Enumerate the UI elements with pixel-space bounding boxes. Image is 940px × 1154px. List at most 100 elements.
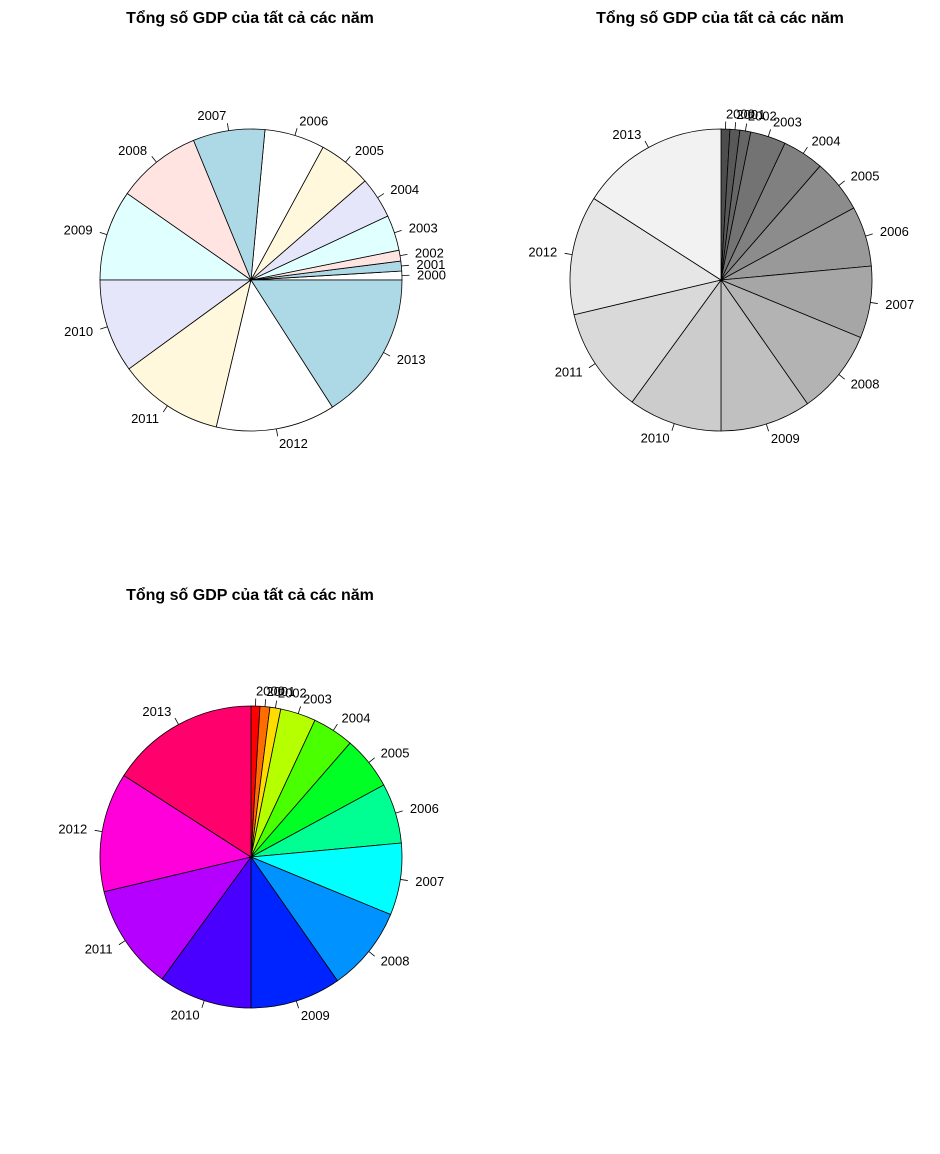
slice-label-tick — [802, 146, 808, 154]
pie-slice-2008 — [126, 139, 252, 282]
slice-label-tick — [118, 940, 126, 946]
slice-label-2011: 2011 — [85, 941, 113, 956]
pie-chart-3: Tổng số GDP của tất cả các năm 200020012… — [58, 586, 444, 1023]
slice-label-tick — [383, 352, 391, 357]
slice-label-tick — [368, 757, 375, 763]
pie-slice-2010 — [99, 279, 253, 370]
slice-label-tick — [294, 128, 298, 136]
slice-label-tick — [368, 951, 375, 957]
slice-label-tick — [297, 706, 301, 714]
slice-label-tick — [838, 374, 845, 380]
slice-label-2005: 2005 — [381, 746, 410, 761]
chart-2-title: Tổng số GDP của tất cả các năm — [596, 9, 844, 27]
slice-label-tick — [644, 140, 649, 148]
slice-label-2011: 2011 — [555, 364, 583, 379]
pie-slice-2008 — [719, 279, 862, 405]
slice-label-2012: 2012 — [58, 822, 87, 837]
slice-label-2010: 2010 — [64, 324, 93, 339]
pie-slice-2011 — [103, 856, 252, 980]
chart-1-title: Tổng số GDP của tất cả các năm — [126, 9, 374, 27]
pie-slice-2009 — [720, 278, 809, 432]
pie-chart-1: Tổng số GDP của tất cả các năm 200020012… — [64, 9, 446, 451]
slice-label-2001: 2001 — [416, 257, 445, 272]
slice-label-tick — [399, 253, 408, 256]
slice-label-2005: 2005 — [355, 143, 384, 158]
slice-label-2013: 2013 — [612, 127, 641, 142]
slice-label-2002: 2002 — [415, 246, 444, 261]
slice-label-2008: 2008 — [851, 376, 880, 391]
slice-label-tick — [865, 233, 873, 237]
pie-slice-2010 — [631, 278, 722, 432]
slice-label-2011: 2011 — [131, 411, 159, 426]
slice-label-tick — [767, 129, 771, 137]
slice-label-2000: 2000 — [256, 683, 285, 698]
slice-label-2003: 2003 — [409, 221, 438, 236]
slice-label-2013: 2013 — [397, 352, 426, 367]
slice-label-2010: 2010 — [641, 430, 670, 445]
slice-label-tick — [275, 700, 278, 709]
chart-3-title: Tổng số GDP của tất cả các năm — [126, 586, 374, 604]
slice-label-2009: 2009 — [301, 1008, 330, 1023]
slice-label-tick — [671, 423, 675, 431]
slice-label-2009: 2009 — [64, 223, 93, 238]
slice-label-2003: 2003 — [773, 115, 802, 130]
slice-label-tick — [377, 193, 385, 199]
slice-label-tick — [100, 326, 108, 330]
slice-label-2010: 2010 — [171, 1007, 200, 1022]
slice-label-2006: 2006 — [880, 224, 909, 239]
slice-label-2002: 2002 — [748, 109, 777, 124]
slice-label-tick — [276, 428, 279, 437]
slice-label-2001: 2001 — [736, 107, 765, 122]
pie-slice-2011 — [573, 279, 722, 403]
pie-slice-2013 — [593, 128, 722, 281]
slice-label-2000: 2000 — [417, 268, 446, 283]
slice-label-2008: 2008 — [381, 953, 410, 968]
slice-label-tick — [332, 723, 338, 731]
slice-label-2003: 2003 — [303, 692, 332, 707]
pie-slice-2009 — [250, 855, 339, 1009]
pie-slice-2008 — [249, 856, 392, 982]
slice-label-2007: 2007 — [197, 108, 226, 123]
pie-slice-2009 — [99, 192, 253, 281]
slice-label-tick — [765, 423, 769, 432]
pie-chart-2: Tổng số GDP của tất cả các năm 200020012… — [528, 9, 914, 446]
pie-slice-2013 — [250, 279, 403, 408]
slice-label-2001: 2001 — [266, 684, 295, 699]
slice-label-tick — [588, 363, 596, 369]
slice-label-2009: 2009 — [771, 431, 800, 446]
slice-label-tick — [564, 252, 573, 255]
slice-label-tick — [401, 264, 409, 267]
slice-label-2006: 2006 — [299, 114, 328, 129]
slice-label-tick — [227, 123, 229, 131]
slice-label-tick — [174, 717, 179, 725]
slice-label-2007: 2007 — [415, 874, 444, 889]
slice-label-2012: 2012 — [528, 245, 557, 260]
pie-slice-2013 — [123, 705, 252, 858]
pie-slice-2010 — [161, 855, 252, 1009]
slice-label-tick — [400, 879, 408, 881]
slice-label-tick — [745, 123, 748, 132]
slice-label-tick — [870, 302, 878, 304]
slice-label-2004: 2004 — [812, 133, 841, 148]
slice-label-tick — [99, 232, 108, 236]
slice-label-2013: 2013 — [142, 704, 171, 719]
slice-label-tick — [295, 1000, 299, 1009]
slice-label-2005: 2005 — [851, 169, 880, 184]
slice-label-tick — [151, 156, 157, 163]
slice-label-2007: 2007 — [885, 297, 914, 312]
slice-label-2002: 2002 — [278, 686, 307, 701]
slice-label-tick — [162, 405, 168, 413]
slice-label-tick — [734, 122, 737, 130]
slice-label-tick — [345, 156, 351, 163]
slice-label-2008: 2008 — [118, 143, 147, 158]
slice-label-tick — [838, 180, 845, 186]
slice-label-tick — [395, 810, 403, 814]
slice-label-2000: 2000 — [726, 106, 755, 121]
slice-label-tick — [94, 829, 103, 832]
slice-label-2006: 2006 — [410, 801, 439, 816]
slice-label-2004: 2004 — [390, 182, 419, 197]
